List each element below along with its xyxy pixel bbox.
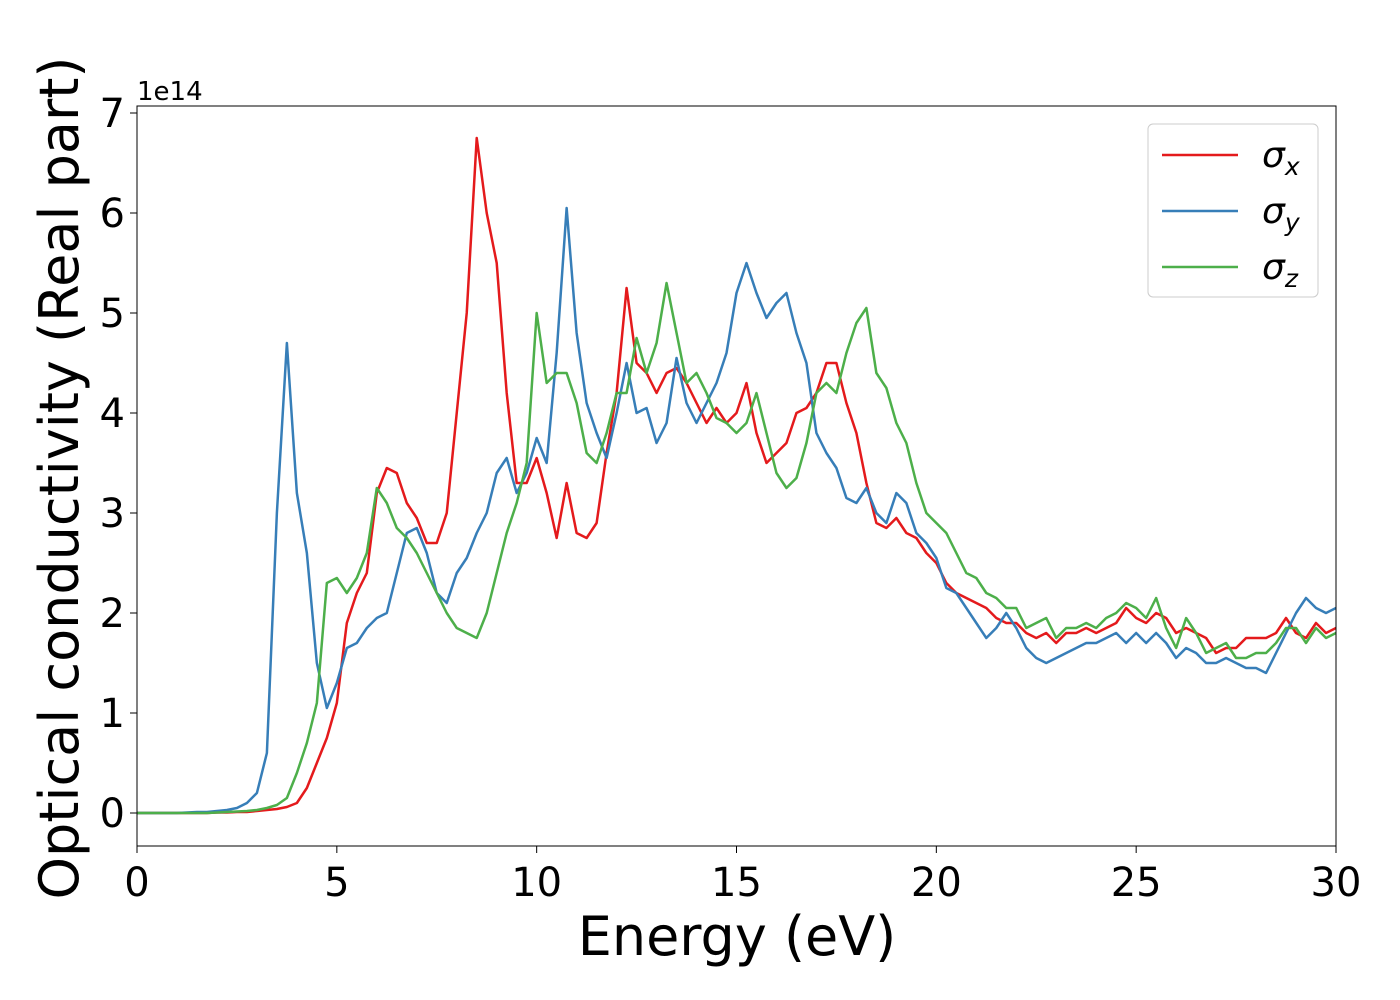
x-tick-label: 0	[124, 860, 149, 906]
x-tick-label: 10	[511, 860, 562, 906]
x-tick-label: 25	[1111, 860, 1162, 906]
y-tick-label: 6	[100, 191, 125, 237]
plot-lines	[137, 136, 1336, 815]
x-tick-label: 20	[911, 860, 962, 906]
y-tick-label: 4	[100, 391, 125, 437]
y-tick-label: 1	[100, 691, 125, 737]
legend-label: σy	[1262, 191, 1301, 237]
series-line	[137, 136, 1336, 815]
y-axis-label: Optical conductivity (Real part)	[28, 57, 91, 900]
y-tick-label: 3	[100, 491, 125, 537]
y-tick-label: 7	[100, 91, 125, 137]
legend-label: σx	[1262, 135, 1300, 181]
x-axis-label: Energy (eV)	[578, 905, 897, 968]
y-tick-label: 0	[100, 791, 125, 837]
x-tick-label: 15	[711, 860, 762, 906]
series-line	[137, 281, 1336, 815]
plot-frame	[136, 105, 1337, 847]
x-tick-label: 30	[1311, 860, 1362, 906]
y-tick-label: 5	[100, 291, 125, 337]
y-offset-label: 1e14	[137, 77, 203, 107]
legend: σx σy σz	[1147, 123, 1319, 298]
x-tick-label: 5	[324, 860, 349, 906]
y-tick-label: 2	[100, 591, 125, 637]
legend-label: σz	[1262, 247, 1299, 293]
series-line	[137, 206, 1336, 815]
